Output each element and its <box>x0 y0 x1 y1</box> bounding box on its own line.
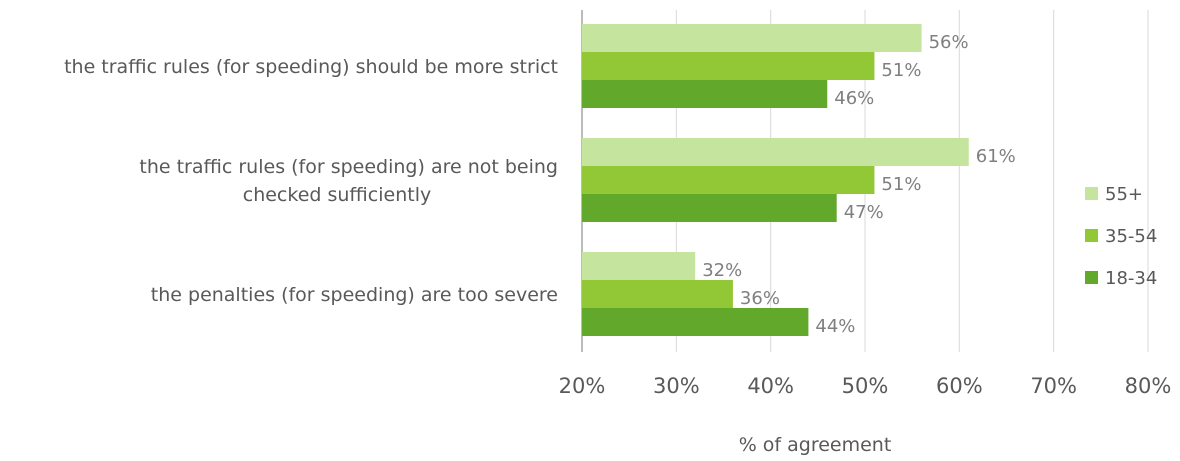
category-label: the penalties (for speeding) are too sev… <box>151 284 558 306</box>
x-tick-labels: 20% 30% 40% 50% 60% 70% 80% <box>559 374 1172 398</box>
data-label: 46% <box>834 88 874 109</box>
data-labels: 56% 51% 46% 61% 51% 47% 32% 36% 44% <box>702 32 1016 337</box>
data-label: 61% <box>976 146 1016 167</box>
bar <box>582 52 875 80</box>
bar <box>582 252 696 280</box>
x-axis-title: % of agreement <box>739 434 892 456</box>
category-label: the traffic rules (for speeding) should … <box>64 56 558 78</box>
x-tick-label: 40% <box>747 374 794 398</box>
category-label: checked sufficiently <box>243 184 431 206</box>
category-label: the traffic rules (for speeding) are not… <box>139 156 558 178</box>
x-tick-label: 50% <box>842 374 889 398</box>
data-label: 44% <box>815 316 855 337</box>
bar <box>582 24 922 52</box>
bars <box>582 24 969 336</box>
legend-label: 18-34 <box>1105 268 1157 289</box>
legend: 55+ 35-54 18-34 <box>1085 184 1157 289</box>
x-tick-label: 70% <box>1030 374 1077 398</box>
legend-label: 35-54 <box>1105 226 1157 247</box>
data-label: 47% <box>844 202 884 223</box>
bar <box>582 194 837 222</box>
bar <box>582 138 969 166</box>
bar <box>582 308 809 336</box>
bar <box>582 280 733 308</box>
data-label: 51% <box>881 174 921 195</box>
legend-label: 55+ <box>1105 184 1143 205</box>
data-label: 51% <box>881 60 921 81</box>
bar <box>582 80 828 108</box>
x-tick-label: 30% <box>653 374 700 398</box>
x-tick-label: 60% <box>936 374 983 398</box>
x-tick-label: 80% <box>1125 374 1172 398</box>
legend-swatch <box>1085 229 1098 242</box>
x-tick-label: 20% <box>559 374 606 398</box>
bar <box>582 166 875 194</box>
legend-swatch <box>1085 271 1098 284</box>
data-label: 36% <box>740 288 780 309</box>
data-label: 56% <box>929 32 969 53</box>
legend-swatch <box>1085 187 1098 200</box>
data-label: 32% <box>702 260 742 281</box>
category-labels: the traffic rules (for speeding) should … <box>64 56 558 306</box>
